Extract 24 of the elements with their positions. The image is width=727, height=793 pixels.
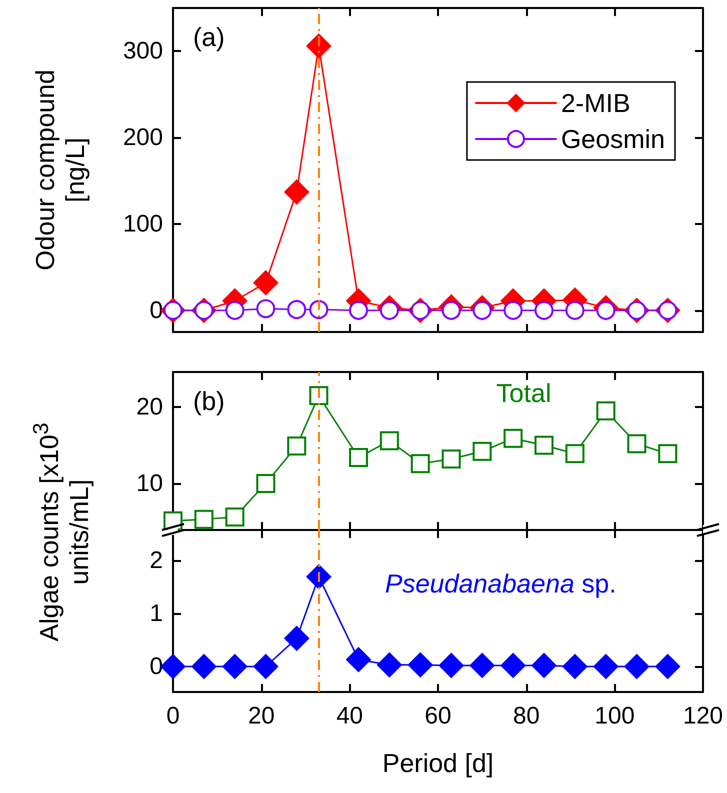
- y-tick-label: 100: [122, 210, 163, 238]
- legend-label: Geosmin: [560, 124, 666, 154]
- x-tick-label: 40: [336, 702, 364, 730]
- y-axis-title: Odour compound [ng/L]: [30, 68, 90, 272]
- x-tick-label: 120: [682, 702, 724, 730]
- x-axis-title: Period [d]: [382, 748, 494, 778]
- x-tick-label: 20: [248, 702, 275, 730]
- annotation: (a): [193, 22, 225, 52]
- x-tick-label: 80: [512, 702, 540, 730]
- series-label: Pseudanabaena sp.: [385, 568, 616, 598]
- y-tick-label: 0: [150, 653, 163, 680]
- y-tick-label: 0: [150, 296, 163, 324]
- y-tick-label: 300: [122, 38, 163, 65]
- x-tick-label: 0: [166, 702, 180, 730]
- x-tick-label: 60: [424, 702, 452, 730]
- annotation: (b): [193, 386, 225, 416]
- series-label: Total: [496, 378, 552, 408]
- y-tick-label: 20: [136, 394, 163, 421]
- legend-label: 2-MIB: [560, 88, 630, 118]
- y-tick-label: 200: [122, 124, 163, 152]
- x-tick-label: 100: [594, 702, 635, 730]
- y-tick-label: 10: [136, 470, 163, 497]
- y-tick-label: 1: [150, 600, 163, 627]
- y-tick-label: 2: [150, 546, 163, 574]
